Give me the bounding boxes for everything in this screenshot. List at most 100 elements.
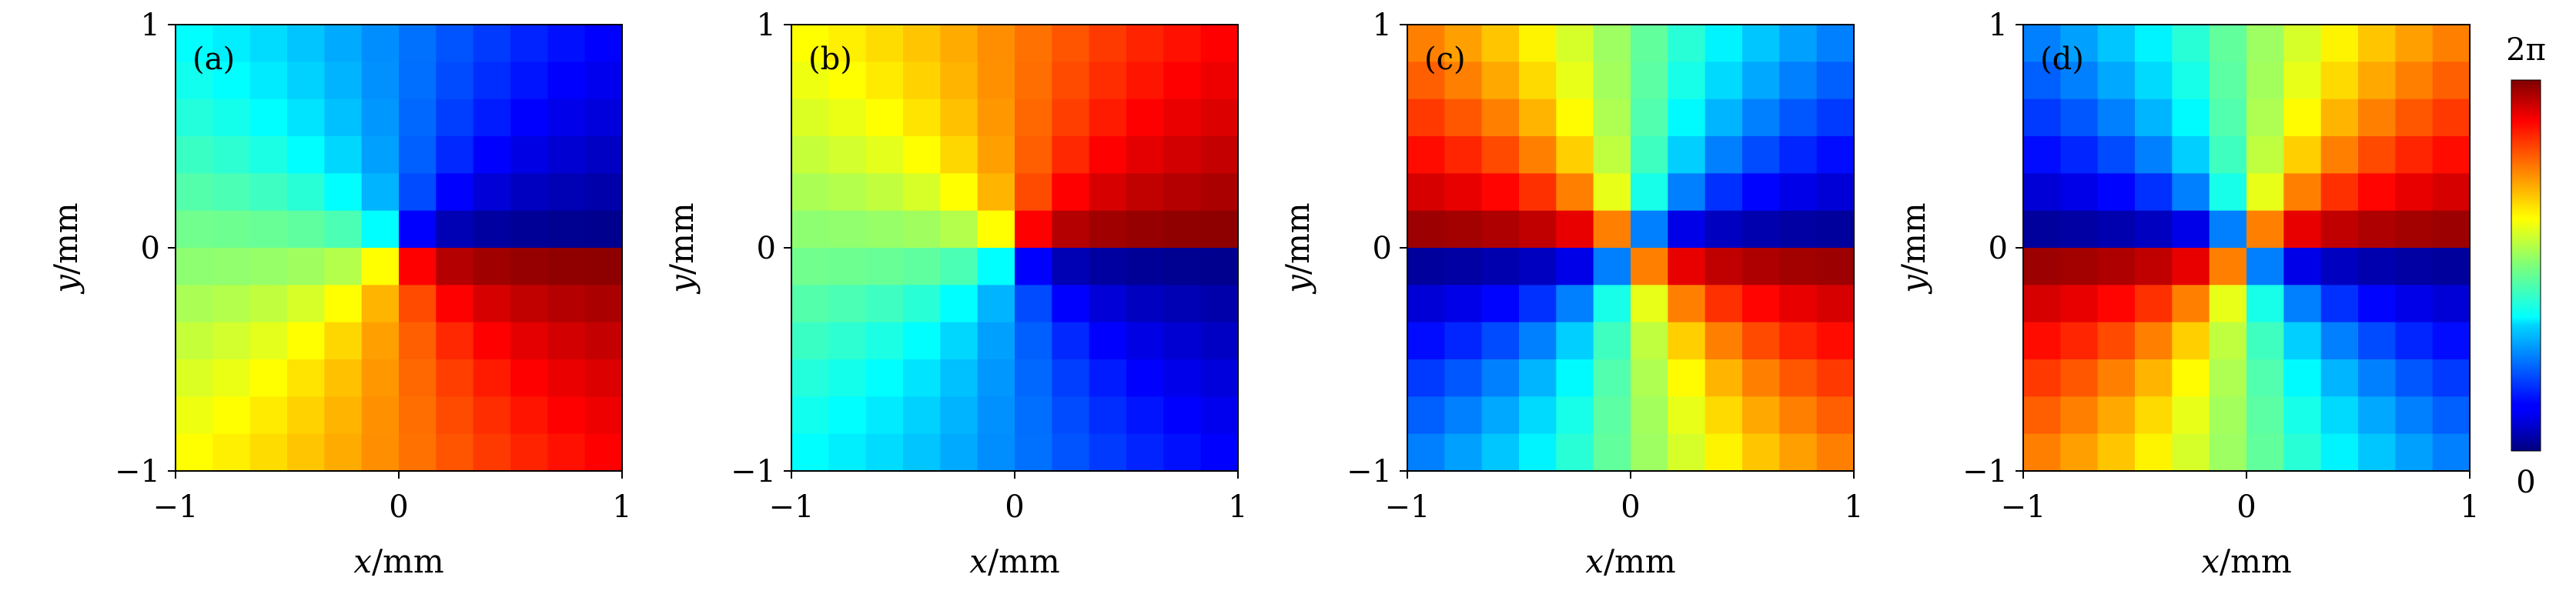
x-axis-label: x/mm <box>2201 543 2292 580</box>
heatmap-cell <box>176 285 213 323</box>
panel-3: −1 0 1 −1 0 1 x/mm y/mm (c) <box>1279 8 1864 580</box>
heatmap-cell <box>1481 433 1520 472</box>
heatmap-cell <box>1779 173 1818 212</box>
heatmap-cell <box>361 359 400 397</box>
heatmap-cell <box>324 98 363 137</box>
heatmap-cell <box>212 25 251 62</box>
heatmap-cell <box>2320 359 2359 397</box>
heatmap-cell <box>1126 210 1164 249</box>
heatmap-cell <box>2023 433 2061 472</box>
heatmap-cell <box>865 285 904 323</box>
heatmap-cell <box>399 322 437 360</box>
heatmap-cell <box>510 98 548 137</box>
heatmap-cell <box>977 396 1015 435</box>
heatmap-cell <box>2432 248 2471 285</box>
y-tick-label: 0 <box>757 231 776 266</box>
heatmap-cell <box>1556 25 1594 62</box>
heatmap-cell <box>1816 62 1855 100</box>
heatmap-cell <box>212 62 251 100</box>
heatmap-cell <box>2135 173 2173 212</box>
heatmap-cell <box>436 98 474 137</box>
heatmap-cell <box>1779 25 1818 62</box>
heatmap-cell <box>1779 62 1818 100</box>
heatmap-cell <box>2172 322 2210 360</box>
heatmap-cell <box>2172 248 2210 285</box>
heatmap-cell <box>1089 322 1127 360</box>
heatmap-cell <box>1779 433 1818 472</box>
heatmap-cell <box>2060 248 2099 285</box>
heatmap-cell <box>547 433 586 472</box>
heatmap-cell <box>510 62 548 100</box>
heatmap-cell <box>287 359 325 397</box>
heatmap-cell <box>547 322 586 360</box>
heatmap-cell <box>2432 433 2471 472</box>
heatmap-cell <box>2283 25 2322 62</box>
heatmap-cell <box>791 136 829 174</box>
heatmap-cell <box>249 248 288 285</box>
heatmap-cell <box>2320 62 2359 100</box>
heatmap-cell <box>1668 210 1706 249</box>
heatmap-cell <box>2320 210 2359 249</box>
heatmap-cell <box>1631 173 1668 212</box>
heatmap-cell <box>176 433 213 472</box>
heatmap-cell <box>1444 136 1483 174</box>
heatmap-cell <box>1742 433 1780 472</box>
heatmap-cell <box>584 433 623 472</box>
heatmap-cell <box>2097 248 2136 285</box>
heatmap-cell <box>903 98 941 137</box>
heatmap-cell <box>473 136 511 174</box>
heatmap-cell <box>1015 285 1052 323</box>
heatmap-cell <box>2283 359 2322 397</box>
heatmap-cell <box>1407 285 1445 323</box>
heatmap-cell <box>473 98 511 137</box>
heatmap-cell <box>1742 322 1780 360</box>
heatmap-cell <box>977 248 1015 285</box>
heatmap-cell <box>547 210 586 249</box>
heatmap-cell <box>2209 248 2247 285</box>
heatmap-cell <box>436 433 474 472</box>
heatmap-cell <box>1705 98 1743 137</box>
panel-1: −1 0 1 −1 0 1 x/mm y/mm (a) <box>47 8 632 580</box>
heatmap-cell <box>1593 433 1631 472</box>
heatmap-cell <box>1631 248 1668 285</box>
heatmap-cell <box>2358 396 2396 435</box>
heatmap-cell <box>1052 62 1090 100</box>
heatmap-cell <box>865 359 904 397</box>
heatmap-cell <box>324 433 363 472</box>
heatmap-cell <box>2246 210 2284 249</box>
heatmap-cell <box>1481 136 1520 174</box>
heatmap-cell <box>473 25 511 62</box>
heatmap-cell <box>2395 322 2434 360</box>
heatmap-cell <box>1126 285 1164 323</box>
heatmap-cell <box>2023 210 2061 249</box>
heatmap-cell <box>399 98 437 137</box>
heatmap-cell <box>977 322 1015 360</box>
heatmap-cell <box>2395 433 2434 472</box>
heatmap-cell <box>903 210 941 249</box>
heatmap-cell <box>1407 173 1445 212</box>
heatmap-cell <box>1519 285 1557 323</box>
heatmap-cell <box>828 285 867 323</box>
heatmap-cell <box>1126 62 1164 100</box>
heatmap-cell <box>1481 285 1520 323</box>
heatmap-cell <box>249 322 288 360</box>
heatmap-cell <box>2209 322 2247 360</box>
heatmap-cell <box>2209 173 2247 212</box>
heatmap-cell <box>1481 62 1520 100</box>
heatmap-cell <box>1444 248 1483 285</box>
heatmap-cell <box>1816 98 1855 137</box>
heatmap-cell <box>1593 25 1631 62</box>
heatmap-cell <box>361 396 400 435</box>
heatmap-cell <box>2023 322 2061 360</box>
heatmap-cell <box>212 359 251 397</box>
heatmap-cell <box>2172 62 2210 100</box>
heatmap-cell <box>1089 62 1127 100</box>
heatmap-cell <box>940 248 979 285</box>
heatmap-cell <box>2023 359 2061 397</box>
heatmap-cell <box>1631 136 1668 174</box>
heatmap-cell <box>977 210 1015 249</box>
heatmap-cell <box>1481 248 1520 285</box>
heatmap-cell <box>249 396 288 435</box>
heatmap-cell <box>1089 248 1127 285</box>
heatmap-cell <box>1052 98 1090 137</box>
